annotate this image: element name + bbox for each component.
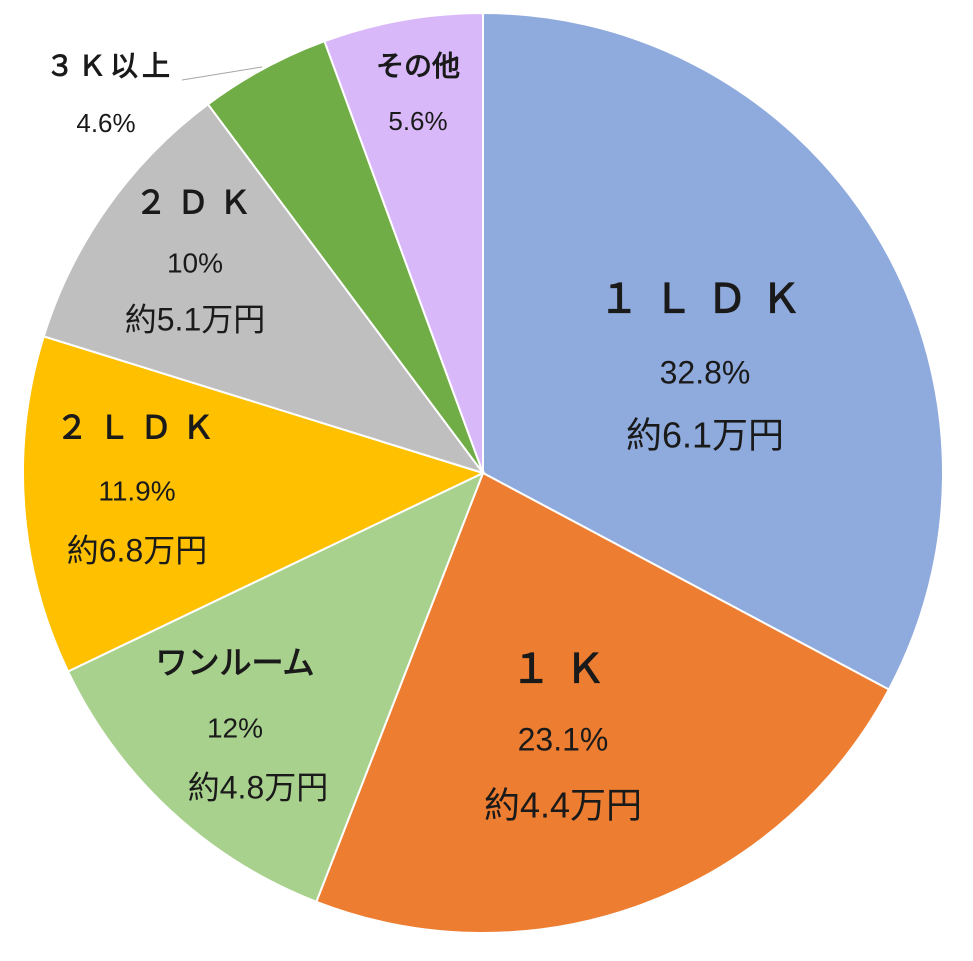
label-1ldk: １ＬＤＫ 32.8% 約6.1万円 <box>599 278 815 456</box>
label-2ldk: ２ＬＤＫ 11.9% 約6.8万円 <box>56 409 224 568</box>
slice-name: ３Ｋ以上 <box>46 50 174 81</box>
leader-line-3k <box>181 66 263 81</box>
slice-rent: 約6.8万円 <box>67 532 208 568</box>
slice-name: １Ｋ <box>511 648 619 692</box>
slice-name: その他 <box>376 50 460 81</box>
slice-percent: 11.9% <box>98 475 175 506</box>
slice-percent: 10% <box>167 247 223 278</box>
pie-slice-6 <box>323 11 484 474</box>
slice-name: １ＬＤＫ <box>599 278 815 322</box>
label-2dk: ２ＤＫ 10% 約5.1万円 <box>125 184 266 337</box>
pie-slice-2 <box>66 471 485 904</box>
pie-slice-3 <box>22 335 486 673</box>
slice-percent: 12% <box>207 712 263 743</box>
slice-name: ワンルーム <box>155 644 314 680</box>
pie-slice-0 <box>482 11 944 691</box>
label-oneroom: ワンルーム 12% 約4.8万円 <box>155 644 328 805</box>
slice-name: ２ＤＫ <box>135 184 261 220</box>
slice-percent: 23.1% <box>518 721 609 757</box>
pie-slice-4 <box>42 102 486 475</box>
slice-name: ２ＬＤＫ <box>56 409 224 445</box>
slice-rent: 約5.1万円 <box>125 301 266 337</box>
slice-percent: 32.8% <box>660 354 751 390</box>
slice-percent: 5.6% <box>388 106 447 136</box>
slice-rent: 約4.8万円 <box>188 769 329 805</box>
slice-percent: 4.6% <box>76 108 135 138</box>
slice-rent: 約4.4万円 <box>484 785 642 826</box>
label-1k: １Ｋ 23.1% 約4.4万円 <box>484 648 642 826</box>
pie-slice-1 <box>315 471 891 934</box>
slice-rent: 約6.1万円 <box>626 415 784 456</box>
label-other: その他 5.6% <box>376 50 460 135</box>
label-3k-plus: ３Ｋ以上 4.6% <box>46 50 174 138</box>
